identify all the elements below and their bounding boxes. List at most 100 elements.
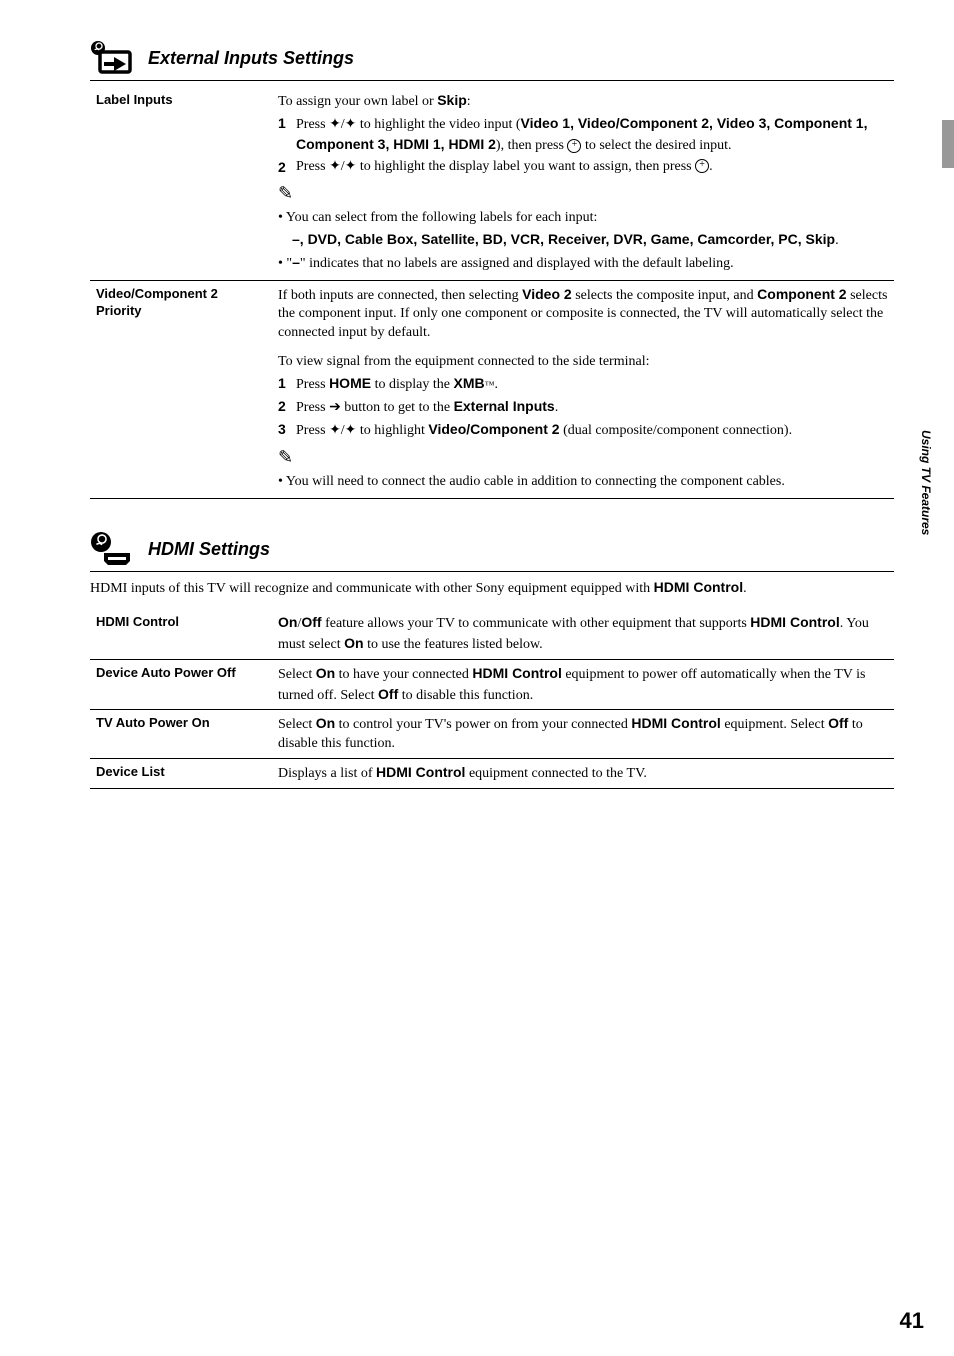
text: selects the composite input, and <box>572 288 757 303</box>
text-bold: Component 2 <box>757 286 846 302</box>
text: to use the features listed below. <box>364 637 543 652</box>
hdmi-intro: HDMI inputs of this TV will recognize an… <box>90 578 894 599</box>
text: Press <box>296 377 329 392</box>
text: Press <box>296 117 329 132</box>
text: button to get to the <box>341 400 454 415</box>
arrow-icon: ✦/✦ <box>329 159 356 174</box>
row-video-comp2-content: If both inputs are connected, then selec… <box>272 280 894 498</box>
text-bold: HOME <box>329 375 371 391</box>
arrow-icon: ✦/✦ <box>329 117 356 132</box>
text: to highlight the display label you want … <box>356 159 695 174</box>
text: To assign your own label or <box>278 94 437 109</box>
select-button-icon: + <box>695 159 709 173</box>
text-bold: On <box>344 635 363 651</box>
text: . <box>494 377 498 392</box>
note-icon: ✎ <box>278 181 888 205</box>
page-number: 41 <box>900 1306 924 1336</box>
text: Press <box>296 400 329 415</box>
row-video-comp2-label: Video/Component 2 Priority <box>90 280 272 498</box>
vc2-para2: To view signal from the equipment connec… <box>278 353 888 372</box>
text: • " <box>278 256 292 271</box>
text: " indicates that no labels are assigned … <box>300 256 734 271</box>
step-text: Press ➔ button to get to the External In… <box>296 397 888 418</box>
section-header-hdmi: HDMI Settings <box>90 531 894 572</box>
text-bold: HDMI Control <box>631 715 720 731</box>
text: Select <box>278 667 316 682</box>
external-inputs-table: Label Inputs To assign your own label or… <box>90 87 894 499</box>
step-number: 3 <box>278 420 296 441</box>
text-bold: External Inputs <box>454 398 555 414</box>
text: Displays a list of <box>278 766 376 781</box>
text: . <box>835 233 839 248</box>
text-bold: HDMI Control <box>654 579 743 595</box>
text: to select the desired input. <box>581 138 731 153</box>
text: (dual composite/component connection). <box>560 423 793 438</box>
step-text: Press ✦/✦ to highlight Video/Component 2… <box>296 420 888 441</box>
row-hdmi-control-label: HDMI Control <box>90 609 272 659</box>
text-bold: On <box>316 715 335 731</box>
section-header-external-inputs: External Inputs Settings <box>90 40 894 81</box>
row-device-list-content: Displays a list of HDMI Control equipmen… <box>272 759 894 789</box>
text: to highlight the video input ( <box>356 117 520 132</box>
step-number: 2 <box>278 397 296 418</box>
step-number: 1 <box>278 114 296 156</box>
text-bold: HDMI Control <box>750 614 839 630</box>
step-number: 1 <box>278 374 296 395</box>
side-gray-tab <box>942 120 954 168</box>
text: Press <box>296 423 329 438</box>
section-title-hdmi: HDMI Settings <box>148 537 270 561</box>
label-inputs-intro: To assign your own label or Skip: <box>278 91 888 112</box>
row-tv-power-on-content: Select On to control your TV's power on … <box>272 710 894 759</box>
row-label-inputs-content: To assign your own label or Skip: 1 Pres… <box>272 87 894 280</box>
text-bold: Skip <box>437 92 467 108</box>
text: equipment connected to the TV. <box>465 766 646 781</box>
hdmi-settings-icon <box>90 531 136 567</box>
step-text: Press ✦/✦ to highlight the video input (… <box>296 114 888 156</box>
text: . <box>743 581 747 596</box>
labels-list: –, DVD, Cable Box, Satellite, BD, VCR, R… <box>278 230 888 251</box>
text: feature allows your TV to communicate wi… <box>322 616 751 631</box>
step-text: Press ✦/✦ to highlight the display label… <box>296 158 888 177</box>
text: to control your TV's power on from your … <box>335 717 631 732</box>
select-button-icon: + <box>567 139 581 153</box>
text: equipment. Select <box>721 717 828 732</box>
step-number: 2 <box>278 158 296 177</box>
note-icon: ✎ <box>278 445 888 469</box>
text: to highlight <box>356 423 428 438</box>
text-bold: Off <box>301 614 321 630</box>
section-title-external-inputs: External Inputs Settings <box>148 46 354 70</box>
text: to have your connected <box>335 667 472 682</box>
side-section-label: Using TV Features <box>918 430 934 535</box>
text: Select <box>278 717 316 732</box>
text: to display the <box>371 377 453 392</box>
text-bold: HDMI Control <box>472 665 561 681</box>
vc2-para1: If both inputs are connected, then selec… <box>278 285 888 344</box>
hdmi-table: HDMI Control On/Off feature allows your … <box>90 609 894 789</box>
text: ), then press <box>496 138 568 153</box>
row-device-power-off-content: Select On to have your connected HDMI Co… <box>272 659 894 710</box>
text-bold: On <box>316 665 335 681</box>
text-bold: – <box>292 254 300 270</box>
row-label-inputs-label: Label Inputs <box>90 87 272 280</box>
text-bold: XMB <box>454 375 485 391</box>
text-bold: On <box>278 614 297 630</box>
right-arrow-icon: ➔ <box>329 400 341 415</box>
text-bold: Video 2 <box>522 286 572 302</box>
arrow-icon: ✦/✦ <box>329 423 356 438</box>
bullet-text: • You will need to connect the audio cab… <box>278 473 888 492</box>
text-bold: Video/Component 2 <box>428 421 559 437</box>
text-bold: Off <box>378 686 398 702</box>
bullet-text: • "–" indicates that no labels are assig… <box>278 253 888 274</box>
trademark: ™ <box>485 380 495 391</box>
text: . <box>555 400 559 415</box>
row-device-power-off-label: Device Auto Power Off <box>90 659 272 710</box>
text-bold: Off <box>828 715 848 731</box>
text: If both inputs are connected, then selec… <box>278 288 522 303</box>
text-bold: –, DVD, Cable Box, Satellite, BD, VCR, R… <box>292 231 835 247</box>
text: : <box>467 94 471 109</box>
step-text: Press HOME to display the XMB™. <box>296 374 888 395</box>
row-tv-power-on-label: TV Auto Power On <box>90 710 272 759</box>
text: HDMI inputs of this TV will recognize an… <box>90 581 654 596</box>
text: Press <box>296 159 329 174</box>
row-hdmi-control-content: On/Off feature allows your TV to communi… <box>272 609 894 659</box>
